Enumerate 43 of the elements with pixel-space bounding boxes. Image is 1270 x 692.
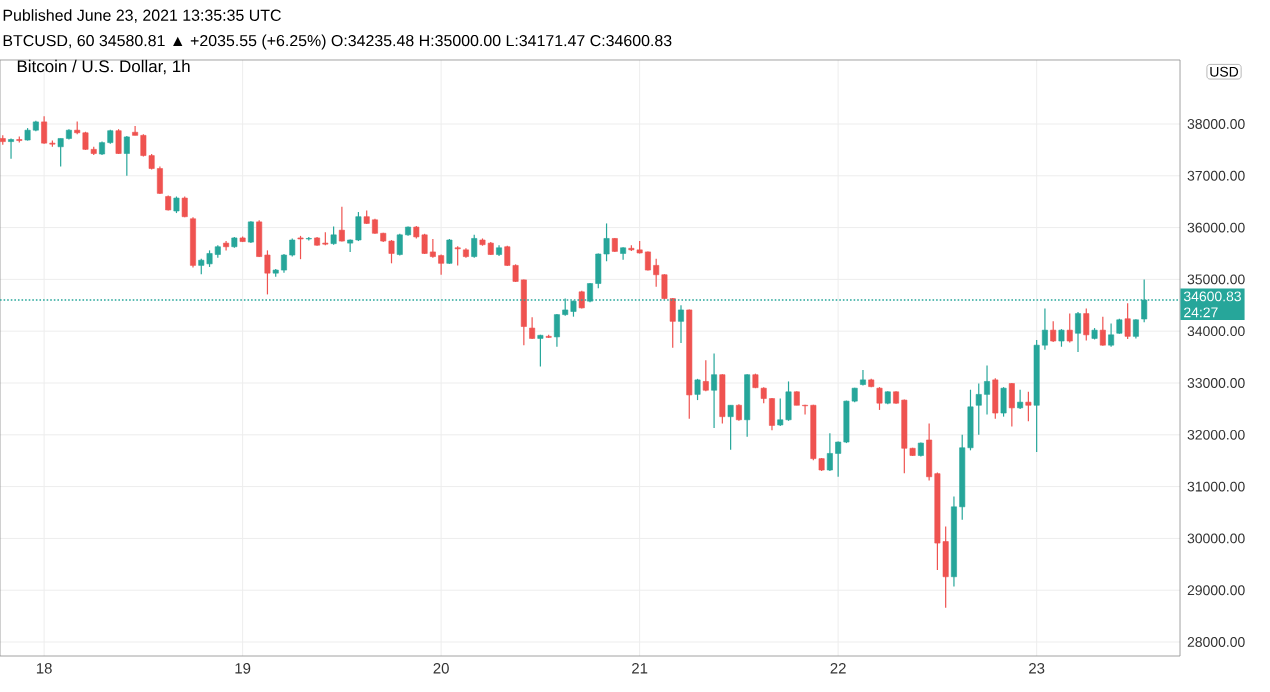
- candlestick: [711, 352, 718, 429]
- candlestick: [529, 316, 536, 340]
- candlestick: [1000, 386, 1007, 418]
- candlestick: [1099, 316, 1106, 347]
- candlestick: [1108, 322, 1115, 348]
- candlestick: [57, 137, 64, 168]
- candlestick: [446, 238, 453, 265]
- candlestick: [338, 206, 345, 243]
- candlestick: [1017, 389, 1024, 410]
- chart-title: Bitcoin / U.S. Dollar, 1h: [17, 59, 190, 75]
- candlestick: [1075, 311, 1081, 353]
- candlestick: [355, 211, 362, 242]
- candlestick: [8, 137, 14, 160]
- candlestick: [992, 377, 999, 420]
- candlestick: [41, 115, 48, 145]
- candlestick: [826, 432, 833, 472]
- candlestick: [115, 128, 122, 155]
- candlestick: [876, 386, 883, 411]
- candlestick: [777, 397, 784, 427]
- candlestick: [678, 304, 684, 344]
- candlestick: [123, 135, 130, 177]
- candlestick: [644, 250, 651, 272]
- candlestick: [702, 359, 709, 392]
- candlestick: [454, 245, 461, 266]
- candlestick: [1008, 382, 1015, 428]
- candlestick: [785, 380, 792, 422]
- candlestick: [190, 216, 196, 269]
- candlestick: [1124, 302, 1131, 340]
- candlestick: [975, 382, 982, 436]
- candlestick: [719, 373, 726, 424]
- candlestick: [471, 234, 478, 259]
- candlestick: [1025, 391, 1032, 422]
- candlestick: [537, 334, 544, 368]
- candlestick: [330, 225, 337, 246]
- candlestick: [1083, 307, 1090, 342]
- candlestick: [1066, 312, 1073, 344]
- candlestick: [744, 373, 751, 438]
- candlestick: [388, 239, 395, 264]
- candlestick: [727, 404, 734, 451]
- candlestick: [860, 369, 866, 387]
- candlestick: [297, 235, 304, 260]
- candlestick: [429, 238, 436, 259]
- candlestick: [553, 313, 560, 348]
